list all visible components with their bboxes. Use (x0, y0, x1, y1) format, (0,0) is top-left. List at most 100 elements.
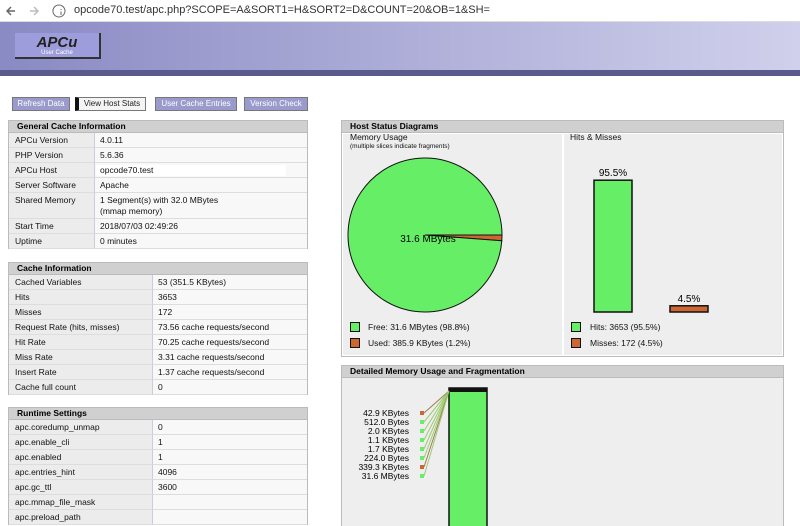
row-value: 0 minutes (100, 236, 137, 246)
row-value-cell (152, 290, 307, 305)
row-value: 2018/07/03 02:49:26 (100, 221, 178, 231)
frag-label: 1.1 KBytes (368, 435, 409, 445)
frag-line (423, 390, 450, 450)
nav-icons (6, 4, 66, 18)
legend-swatch (350, 338, 360, 348)
section-title: General Cache Information (8, 120, 308, 133)
row-label-cell (9, 219, 94, 234)
row-value: 1 (158, 437, 163, 447)
row-value-cell (152, 335, 307, 350)
row-label: Hit Rate (15, 337, 46, 347)
row-label: apc.enabled (15, 452, 62, 462)
row-label-cell (9, 335, 152, 350)
row-value-cell (94, 178, 307, 193)
pie-label: 31.6 MBytes (400, 234, 456, 245)
row-label: Uptime (15, 236, 42, 246)
row-label: Server Software (15, 180, 76, 190)
value-box (96, 165, 286, 176)
frag-swatch (420, 447, 424, 451)
frag-label: 224.0 Bytes (364, 453, 409, 463)
frag-swatch (420, 465, 424, 469)
nav-button[interactable]: Refresh Data (12, 97, 70, 111)
row-label-cell (9, 495, 152, 510)
section-title: Runtime Settings (8, 407, 308, 420)
panel-note: (multiple slices indicate fragments) (350, 143, 450, 150)
logo-subtitle: User Cache (41, 50, 73, 56)
frag-line (423, 390, 450, 441)
row-label: Start Time (15, 221, 54, 231)
row-value: 4.0.11 (100, 135, 124, 145)
bar (669, 305, 709, 313)
frag-label: 1.7 KBytes (368, 444, 409, 454)
row-value-cell (152, 365, 307, 380)
row-value-cell (94, 133, 307, 148)
header-stripe (0, 70, 800, 76)
row-label-cell (9, 178, 94, 193)
frag-label: 42.9 KBytes (363, 408, 409, 418)
logo-title: APCu (36, 34, 78, 51)
row-label-cell (9, 148, 94, 163)
header-band (0, 22, 800, 72)
row-label-cell (9, 350, 152, 365)
frag-line (423, 390, 450, 477)
row-value-cell (94, 193, 307, 219)
row-label: Cache full count (15, 382, 76, 392)
row-value: Apache (100, 180, 129, 190)
row-value: 3.31 cache requests/second (158, 352, 265, 362)
row-value: opcode70.test (100, 165, 154, 175)
legend-text: Used: 385.9 KBytes (1.2%) (368, 338, 471, 348)
frag-swatch (420, 429, 424, 433)
host-title: Host Status Diagrams (341, 120, 784, 133)
nav-button[interactable]: Version Check (244, 97, 308, 111)
row-value: 1 (158, 452, 163, 462)
row-label: apc.enable_cli (15, 437, 70, 447)
row-label: Misses (15, 307, 42, 317)
row-value: 4096 (158, 467, 177, 477)
frag-label: 2.0 KBytes (368, 426, 409, 436)
row-value-cell (152, 495, 307, 510)
row-label-cell (9, 320, 152, 335)
frag-swatch (420, 456, 424, 460)
row-label: apc.coredump_unmap (15, 422, 100, 432)
frag-label: 31.6 MBytes (362, 471, 409, 481)
row-label-cell (9, 365, 152, 380)
row-value: 172 (158, 307, 173, 317)
legend-swatch (571, 338, 581, 348)
row-label: Cached Variables (15, 277, 82, 287)
row-label: APCu Version (15, 135, 68, 145)
section-title: Cache Information (8, 262, 308, 275)
url[interactable]: opcode70.test/apc.php?SCOPE=A&SORT1=H&SO… (74, 4, 490, 16)
frag-swatch (420, 411, 424, 415)
row-label-cell (9, 133, 94, 148)
pie-slice (347, 157, 503, 313)
hits-chart: 95.5% 4.5% (593, 168, 709, 313)
row-value-cell (152, 465, 307, 480)
row-label-cell (9, 380, 152, 395)
nav-button[interactable]: User Cache Entries (155, 97, 237, 111)
frag-line (423, 390, 450, 423)
row-value: 53 (351.5 KBytes) (158, 277, 227, 287)
frag-swatch (420, 474, 424, 478)
browser-bar: opcode70.test/apc.php?SCOPE=A&SORT1=H&SO… (0, 0, 800, 22)
row-label-cell (9, 305, 152, 320)
row-value-cell (152, 510, 307, 525)
legend-swatch (350, 322, 360, 332)
row-label: apc.gc_ttl (15, 482, 52, 492)
nav-button[interactable]: View Host Stats (75, 97, 146, 111)
row-label: APCu Host (15, 165, 58, 175)
row-value: 1.37 cache requests/second (158, 367, 265, 377)
panel-title: Memory Usage (350, 132, 408, 142)
memory-bar (448, 387, 488, 526)
row-value-cell (152, 305, 307, 320)
panel-title: Hits & Misses (570, 132, 622, 142)
row-value-cell (152, 275, 307, 290)
memory-bar-used (449, 388, 487, 392)
frag-swatch (420, 438, 424, 442)
row-value-cell (152, 420, 307, 435)
row-value-cell (152, 435, 307, 450)
row-value-cell (152, 350, 307, 365)
row-label-cell (9, 450, 152, 465)
row-label: apc.mmap_file_mask (15, 497, 96, 507)
